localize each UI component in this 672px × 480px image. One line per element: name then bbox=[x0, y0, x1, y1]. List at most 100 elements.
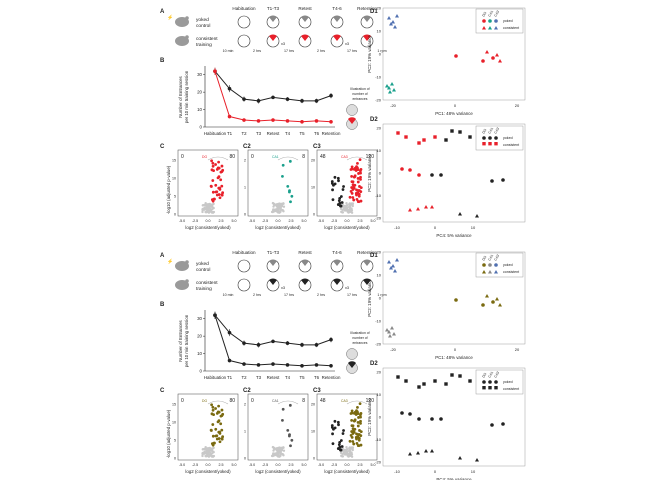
d2-xtick-label: 10 bbox=[471, 225, 476, 230]
panel-d1-label: D1 bbox=[370, 253, 378, 259]
c-point-up bbox=[352, 175, 356, 179]
d1-ytick-label: -10 bbox=[375, 75, 382, 80]
c-point-up bbox=[211, 405, 215, 409]
shock-zone-icon bbox=[363, 278, 371, 285]
b-point-1-8 bbox=[329, 119, 333, 124]
c-point-up bbox=[220, 408, 224, 412]
c-point-up bbox=[356, 161, 359, 165]
c-point-up bbox=[355, 442, 359, 445]
d2-point-triangle bbox=[458, 212, 462, 216]
stage-label-1: T1-T3 bbox=[267, 6, 280, 11]
b-xtick-label-2: T2 bbox=[241, 131, 247, 136]
c-point-up bbox=[288, 189, 291, 193]
d1-point-dg bbox=[454, 298, 458, 302]
gap-label-2: 17 hrs bbox=[284, 49, 294, 53]
stage-label-2: Retest bbox=[298, 250, 312, 255]
d1-legend-yoked: yoked bbox=[503, 19, 513, 23]
d1-legend-swatch bbox=[488, 263, 492, 267]
c-point-gray bbox=[273, 203, 276, 207]
c-point-up bbox=[288, 433, 291, 437]
c-point-up bbox=[219, 178, 223, 182]
c-point-gray bbox=[282, 446, 285, 449]
c-point-down bbox=[333, 419, 337, 423]
c-point-gray bbox=[278, 207, 281, 210]
c-point-up bbox=[348, 195, 352, 199]
b-point-0-6 bbox=[300, 343, 304, 347]
c-point-gray bbox=[210, 447, 214, 450]
d2-point-square bbox=[458, 130, 462, 134]
c-point-up bbox=[218, 432, 222, 435]
c-point-gray bbox=[349, 447, 352, 450]
d2-legend-region-0: DG bbox=[481, 372, 487, 379]
c-xtick-label: 0.0 bbox=[345, 219, 350, 223]
panel-c-label: C bbox=[160, 388, 165, 394]
c-right-count-2: 120 bbox=[366, 398, 375, 404]
c-ytick-label: 1 bbox=[244, 186, 246, 190]
c-point-up bbox=[359, 415, 362, 419]
d1-point-ca3 bbox=[395, 258, 399, 262]
d2-point-square bbox=[450, 373, 454, 377]
d2-point-square bbox=[468, 135, 472, 139]
c-point-gray bbox=[201, 448, 204, 451]
c-point-gray bbox=[206, 454, 209, 458]
d2-xtick-label: 10 bbox=[471, 469, 476, 474]
d2-point-circle bbox=[417, 173, 421, 177]
c-point-gray bbox=[201, 208, 205, 212]
d2-point-circle bbox=[439, 417, 443, 421]
b-xtick-label-3: T3 bbox=[256, 375, 262, 380]
c-point-up bbox=[359, 430, 363, 434]
b-xtick-label-5: T4 bbox=[285, 131, 291, 136]
d1-xtick-label: 20 bbox=[515, 347, 520, 352]
c-point-gray bbox=[211, 210, 215, 214]
c-point-up bbox=[350, 167, 354, 171]
c-right-count-2: 120 bbox=[366, 154, 375, 160]
d2-point-circle bbox=[490, 423, 494, 427]
d1-legend-region-2: CA3 bbox=[493, 254, 500, 262]
c-xlabel-0: log2 (consistent/yoked) bbox=[185, 469, 231, 474]
d2-xlabel: PC4: 5% variance bbox=[436, 233, 472, 238]
b-ylabel-1: Number of Entrances bbox=[178, 319, 183, 361]
d2-ylabel: PC2: 19% variance bbox=[367, 154, 372, 192]
c-point-up bbox=[220, 164, 224, 168]
shock-zone-icon bbox=[269, 15, 277, 22]
d1-point-ca1 bbox=[392, 88, 396, 92]
d1-legend-consistent: consistent bbox=[503, 26, 519, 30]
c-right-count-1: 8 bbox=[302, 398, 305, 404]
b-xtick-label-8: Retention bbox=[322, 131, 341, 136]
d1-point-ca3 bbox=[389, 266, 393, 270]
c-xtick-label: -5.0 bbox=[249, 219, 255, 223]
c-point-down bbox=[333, 175, 337, 179]
c-point-down bbox=[336, 420, 340, 424]
d1-point-ca3 bbox=[387, 260, 391, 264]
d1-legend-region-0: DG bbox=[481, 11, 487, 18]
b-xtick-label-8: Retention bbox=[322, 375, 341, 380]
d2-point-square bbox=[404, 135, 408, 139]
c-point-gray bbox=[282, 449, 286, 452]
c-point-gray bbox=[281, 209, 284, 212]
c-point-gray bbox=[339, 207, 343, 210]
c-point-gray bbox=[211, 449, 214, 453]
d2-point-triangle bbox=[475, 214, 479, 218]
c-point-gray bbox=[204, 445, 207, 449]
c-ytick-label: 0 bbox=[313, 457, 315, 461]
c-xtick-label: -2.5 bbox=[331, 463, 337, 467]
b-point-1-8 bbox=[329, 363, 333, 368]
d2-point-triangle bbox=[430, 449, 434, 453]
d1-point-dg bbox=[485, 50, 489, 54]
c-point-down bbox=[338, 201, 342, 205]
c-left-count-1: 0 bbox=[251, 154, 254, 160]
c-point-gray bbox=[201, 204, 204, 207]
c-point-gray bbox=[351, 446, 355, 449]
d1-xtick-label: -20 bbox=[390, 103, 397, 108]
d1-legend-region-1: CA1 bbox=[487, 254, 494, 262]
c-point-gray bbox=[277, 203, 280, 206]
c-point-up bbox=[221, 435, 225, 439]
c-point-up bbox=[221, 412, 225, 416]
c-point-gray bbox=[205, 449, 208, 452]
b-xtick-label-3: T3 bbox=[256, 131, 262, 136]
d2-legend-swatch bbox=[482, 380, 486, 384]
d1-legend-region-2: CA3 bbox=[493, 10, 500, 18]
c-point-down bbox=[332, 183, 335, 187]
b-point-1-1 bbox=[227, 114, 232, 119]
d1-point-ca1 bbox=[388, 334, 392, 338]
